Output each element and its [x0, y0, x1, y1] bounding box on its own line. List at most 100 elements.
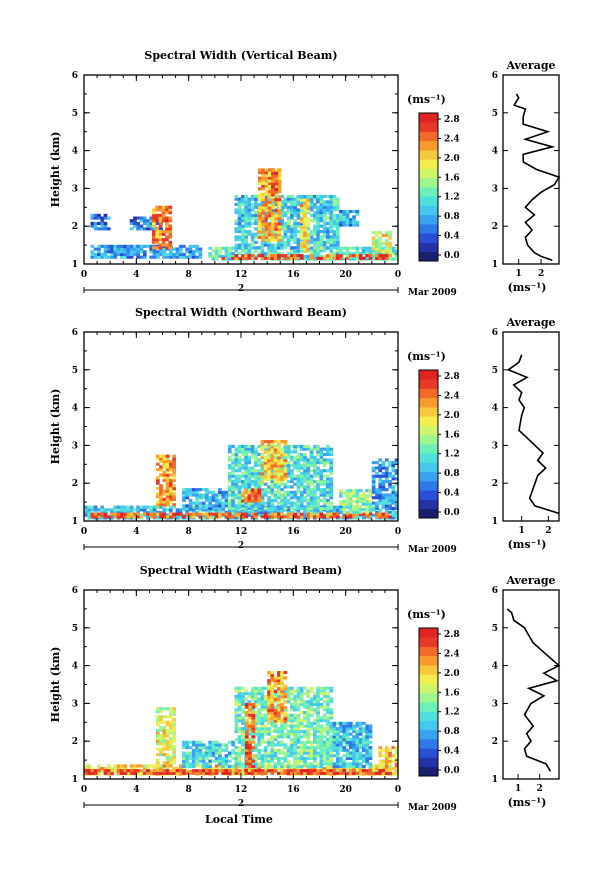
heatmap-cell: [362, 748, 366, 752]
heatmap-cell: [293, 219, 297, 223]
heatmap-cell: [293, 702, 297, 706]
heatmap-cell: [158, 205, 163, 209]
heatmap-cell: [378, 466, 383, 470]
heatmap-cell: [182, 504, 186, 508]
heatmap-cell: [273, 711, 278, 715]
heatmap-cell: [155, 216, 159, 220]
heatmap-cell: [224, 490, 229, 494]
heatmap-cell: [384, 244, 389, 248]
heatmap-cell: [290, 194, 294, 198]
heatmap-cell: [208, 769, 212, 773]
heatmap-cell: [299, 225, 304, 229]
heatmap-cell: [283, 440, 288, 444]
heatmap-cell: [224, 746, 229, 750]
heatmap-cell: [172, 750, 176, 754]
heatmap-cell: [362, 497, 366, 501]
heatmap-cell: [355, 505, 360, 509]
heatmap-cell: [257, 252, 262, 256]
heatmap-cell: [290, 719, 294, 723]
heatmap-cell: [87, 511, 91, 515]
heatmap-cell: [106, 767, 111, 771]
heatmap-cell: [290, 507, 294, 511]
heatmap-cell: [165, 513, 170, 517]
heatmap-cell: [250, 252, 255, 256]
heatmap-cell: [162, 771, 167, 775]
heatmap-cell: [165, 230, 169, 234]
heatmap-cell: [139, 244, 144, 248]
heatmap-cell: [368, 489, 373, 493]
heatmap-cell: [316, 480, 320, 484]
heatmap-cell: [368, 505, 373, 509]
heatmap-cell: [358, 499, 363, 503]
heatmap-cell: [293, 501, 297, 505]
heatmap-cell: [254, 686, 258, 690]
heatmap-cell: [149, 511, 154, 515]
heatmap-cell: [136, 505, 140, 509]
heatmap-cell: [283, 485, 288, 489]
heatmap-cell: [257, 756, 262, 760]
heatmap-cell: [339, 252, 343, 256]
heatmap-cell: [162, 515, 167, 519]
heatmap-cell: [250, 708, 255, 712]
heatmap-cell: [152, 508, 157, 512]
heatmap-cell: [319, 474, 324, 478]
heatmap-cell: [208, 496, 212, 500]
heatmap-cell: [185, 496, 190, 500]
heatmap-cell: [283, 243, 288, 247]
heatmap-cell: [309, 756, 314, 760]
heatmap-cell: [169, 460, 173, 464]
colorbar-swatch: [419, 224, 438, 234]
heatmap-cell: [146, 511, 150, 515]
heatmap-cell: [286, 461, 291, 465]
heatmap-cell: [319, 727, 324, 731]
heatmap-cell: [182, 255, 186, 259]
heatmap-cell: [371, 231, 376, 235]
heatmap-cell: [306, 471, 311, 475]
heatmap-cell: [267, 458, 271, 462]
heatmap-cell: [286, 771, 291, 775]
heatmap-cell: [384, 231, 389, 235]
heatmap-cell: [273, 243, 278, 247]
heatmap-cell: [306, 485, 311, 489]
heatmap-cell: [146, 764, 150, 768]
heatmap-cell: [267, 706, 271, 710]
heatmap-cell: [277, 756, 281, 760]
heatmap-cell: [277, 208, 282, 212]
heatmap-cell: [247, 230, 252, 234]
heatmap-cell: [277, 458, 281, 462]
heatmap-cell: [185, 754, 190, 758]
heatmap-cell: [375, 501, 379, 505]
heatmap-cell: [182, 762, 186, 766]
heatmap-cell: [257, 743, 262, 747]
heatmap-cell: [339, 489, 343, 493]
heatmap-cell: [309, 740, 314, 744]
heatmap-cell: [345, 727, 350, 731]
heatmap-cell: [257, 740, 262, 744]
heatmap-cell: [309, 771, 314, 775]
heatmap-cell: [248, 765, 252, 769]
heatmap-cell: [162, 715, 167, 719]
heatmap-cell: [299, 477, 304, 481]
heatmap-cell: [161, 230, 166, 234]
heatmap-cell: [244, 507, 248, 511]
heatmap-cell: [90, 250, 95, 254]
heatmap-cell: [286, 230, 291, 234]
heatmap-cell: [260, 466, 265, 470]
heatmap-cell: [299, 751, 304, 755]
heatmap-cell: [293, 713, 297, 717]
heatmap-cell: [316, 754, 320, 758]
heatmap-cell: [257, 480, 262, 484]
heatmap-cell: [100, 224, 105, 228]
heatmap-cell: [244, 512, 248, 516]
heatmap-cell: [342, 513, 347, 517]
heatmap-cell: [156, 709, 160, 713]
heatmap-cell: [136, 512, 140, 516]
heatmap-cell: [120, 250, 124, 254]
x-tick-label: 20: [339, 527, 352, 537]
heatmap-cell: [247, 203, 252, 207]
heatmap-cell: [270, 729, 275, 733]
heatmap-cell: [290, 252, 294, 256]
heatmap-cell: [329, 205, 333, 209]
heatmap-cell: [149, 515, 154, 519]
heatmap-cell: [329, 243, 333, 247]
